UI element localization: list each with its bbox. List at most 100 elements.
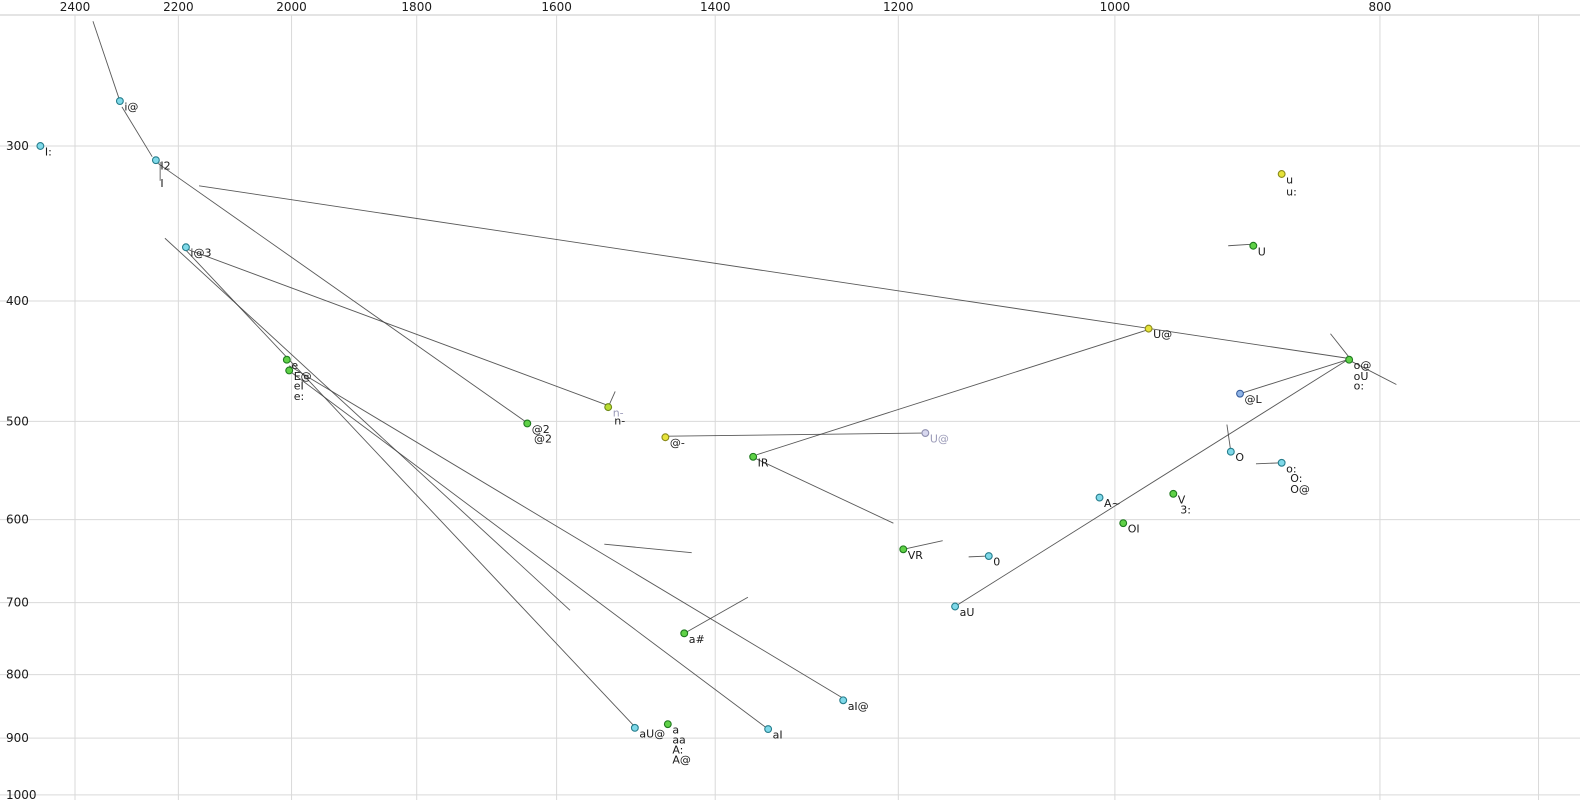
vowel-point-label: E@ xyxy=(294,370,312,383)
vowel-point-marker xyxy=(1345,355,1354,364)
vowel-point-label: O: xyxy=(1290,472,1302,485)
vowel-point-label: e xyxy=(291,359,298,372)
vowel-point-label: 3: xyxy=(1180,504,1191,517)
vowel-point-label: u xyxy=(1286,174,1293,187)
vowel-point-marker xyxy=(661,433,670,442)
trajectory-line xyxy=(667,432,923,437)
trajectory-line xyxy=(968,555,988,558)
vowel-point-marker xyxy=(984,552,993,560)
x-tick-label: 1600 xyxy=(541,0,572,14)
vowel-point-label: IR xyxy=(758,456,769,469)
vowel-point-label: I2 xyxy=(160,160,170,173)
vowel-point-label: @2 xyxy=(532,423,550,436)
vowel-point-marker xyxy=(1119,519,1128,528)
trajectory-line xyxy=(288,365,843,699)
y-tick-label: 500 xyxy=(6,414,29,428)
grid-layer xyxy=(0,14,1580,800)
vowel-point-label: n- xyxy=(614,414,625,427)
vowel-point-marker xyxy=(1095,493,1104,502)
vowel-point-label: I xyxy=(160,177,163,190)
vowel-point-label: OI xyxy=(1128,523,1140,536)
vowel-point-label: eI xyxy=(294,379,304,392)
vowel-point-marker xyxy=(764,725,773,733)
trajectory-line xyxy=(1350,360,1397,385)
trajectory-line xyxy=(1226,424,1232,452)
vowel-point-label: I: xyxy=(45,146,52,159)
trajectory-line xyxy=(1239,359,1348,395)
vowel-point-marker xyxy=(151,156,160,165)
vowel-point-label: n- xyxy=(613,407,624,420)
trajectory-line xyxy=(1255,462,1282,465)
y-tick-label: 1000 xyxy=(6,788,37,800)
vowel-point-marker xyxy=(1277,170,1286,178)
vowel-point-label: e: xyxy=(294,390,304,403)
trajectory-line xyxy=(290,371,768,729)
trajectory-line xyxy=(121,106,153,157)
vowel-point-label: o: xyxy=(1286,462,1296,475)
x-tick-label: 1400 xyxy=(700,0,731,14)
vowel-point-label: aa xyxy=(672,733,685,746)
trajectory-line xyxy=(604,543,692,554)
vowel-point-label: A@ xyxy=(672,754,691,767)
vowel-point-label: @L xyxy=(1245,393,1263,406)
vowel-point-marker xyxy=(663,720,672,729)
vowel-point-label: O xyxy=(1235,451,1244,464)
x-tick-label: 2200 xyxy=(163,0,194,14)
vowel-point-label: i@ xyxy=(124,101,138,114)
trajectory-line xyxy=(198,185,1350,359)
vowel-point-label: aI@ xyxy=(848,700,869,713)
vowel-point-label: VR xyxy=(908,549,924,562)
x-tick-label: 1800 xyxy=(401,0,432,14)
vowel-point-label: o: xyxy=(1354,379,1364,392)
trajectory-line xyxy=(684,596,749,634)
vowel-point-label: U@ xyxy=(1153,328,1172,341)
vowel-point-label: aI xyxy=(773,729,783,742)
x-tick-label: 2400 xyxy=(60,0,91,14)
points-layer xyxy=(36,97,1354,733)
vowel-point-label: @2 xyxy=(534,433,552,446)
vowel-point-label: A~ xyxy=(1104,497,1121,510)
vowel-point-marker xyxy=(921,429,930,437)
vowel-point-label: a xyxy=(672,724,679,737)
trajectory-line xyxy=(756,329,1148,456)
vowel-point-marker xyxy=(1236,389,1244,398)
vowel-point-marker xyxy=(282,355,291,364)
y-tick-label: 800 xyxy=(6,668,29,682)
vowel-point-marker xyxy=(1169,489,1178,498)
vowel-point-label: 0 xyxy=(993,556,1000,569)
vowel-point-label: @- xyxy=(670,437,685,450)
x-tick-label: 2000 xyxy=(276,0,307,14)
trajectory-line xyxy=(164,237,571,611)
x-tick-label: 800 xyxy=(1368,0,1391,14)
trajectory-line xyxy=(92,21,121,102)
vowel-point-marker xyxy=(951,602,960,611)
trajectory-line xyxy=(185,248,607,406)
trajectory-line xyxy=(903,540,943,550)
y-tick-label: 700 xyxy=(6,596,29,610)
vowel-point-marker xyxy=(523,419,532,428)
vowel-point-marker xyxy=(680,629,689,638)
vowel-point-label: A: xyxy=(672,744,683,757)
vowel-point-marker xyxy=(285,366,294,375)
vowel-point-marker xyxy=(630,723,639,732)
vowel-point-marker xyxy=(899,545,908,554)
y-tick-label: 400 xyxy=(6,294,29,308)
y-tick-label: 900 xyxy=(6,731,29,745)
vowel-point-marker xyxy=(1249,241,1258,250)
vowel-point-label: O@ xyxy=(1290,483,1310,496)
trajectory-line xyxy=(955,359,1348,607)
vowel-point-marker xyxy=(1277,458,1286,467)
vowel-point-label: o@ xyxy=(1354,359,1372,372)
vowel-point-label: U@ xyxy=(930,433,949,446)
trajectory-line xyxy=(1228,243,1251,247)
vowel-point-label: u: xyxy=(1286,185,1297,198)
vowel-point-marker xyxy=(1144,324,1153,333)
y-tick-label: 600 xyxy=(6,513,29,527)
x-tick-label: 1000 xyxy=(1100,0,1131,14)
vowel-point-marker xyxy=(1226,447,1235,456)
trajectory-line xyxy=(185,249,635,727)
vowel-point-label: V xyxy=(1178,493,1186,506)
vowel-point-label: U xyxy=(1258,245,1266,258)
